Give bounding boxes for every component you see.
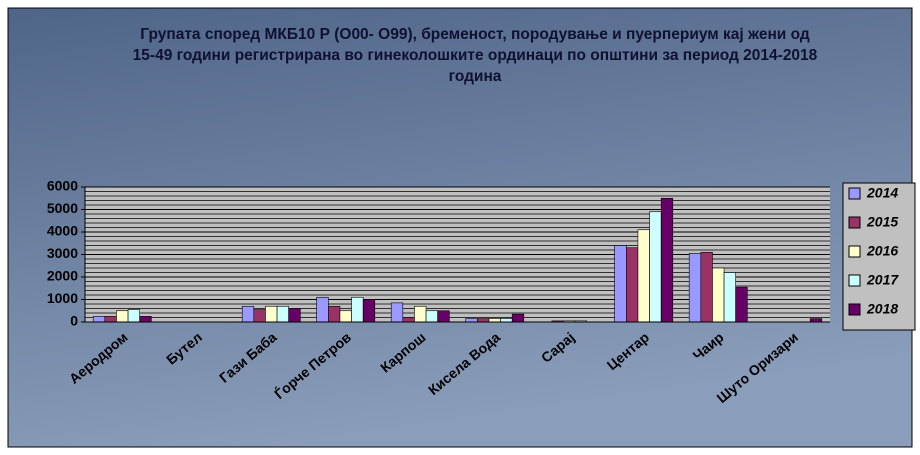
bar <box>402 317 415 323</box>
y-tick-label: 6000 <box>47 178 78 194</box>
bar <box>700 251 713 323</box>
bar <box>390 302 404 323</box>
y-tick-label: 3000 <box>47 245 78 261</box>
bar <box>437 310 450 323</box>
bar <box>241 305 255 323</box>
chart-title: Групата според МКБ10 Р (О00- О99), бреме… <box>132 26 818 85</box>
bar <box>626 247 639 323</box>
bar <box>351 296 364 323</box>
bar <box>723 272 736 323</box>
legend-swatch <box>848 216 861 229</box>
bar <box>809 318 823 323</box>
bar <box>288 308 301 323</box>
bar <box>414 305 427 323</box>
bar <box>425 310 438 323</box>
bar <box>649 211 662 323</box>
bar <box>265 305 278 323</box>
y-tick-label: 0 <box>70 313 78 329</box>
bar <box>614 245 627 323</box>
y-tick-label: 5000 <box>47 200 78 216</box>
bar <box>362 299 376 323</box>
bar <box>488 318 501 323</box>
legend-label: 2015 <box>866 214 898 230</box>
bar <box>92 316 106 323</box>
bar <box>316 296 329 323</box>
legend-label: 2016 <box>866 243 898 259</box>
y-tick-label: 1000 <box>47 290 78 306</box>
y-tick-label: 2000 <box>47 268 78 284</box>
bar <box>500 318 513 323</box>
bar <box>104 316 117 323</box>
legend-swatch <box>848 245 861 258</box>
legend-label: 2018 <box>866 301 898 317</box>
bar <box>465 318 478 323</box>
bar <box>637 229 650 323</box>
bar <box>477 318 490 323</box>
legend-label: 2014 <box>866 185 898 201</box>
y-tick-label: 4000 <box>47 223 78 239</box>
legend-swatch <box>848 187 861 200</box>
bar <box>735 286 748 323</box>
bar <box>127 309 140 323</box>
bar <box>253 309 266 323</box>
bar <box>328 305 341 323</box>
bar <box>139 316 152 323</box>
bar <box>116 310 129 323</box>
bar <box>339 310 352 323</box>
bar <box>712 267 725 323</box>
legend-label: 2017 <box>866 272 899 288</box>
bar <box>276 305 289 323</box>
legend-swatch <box>848 303 861 316</box>
bar <box>511 313 525 323</box>
bar <box>660 197 674 323</box>
legend-swatch <box>848 274 861 287</box>
bar <box>688 253 702 323</box>
